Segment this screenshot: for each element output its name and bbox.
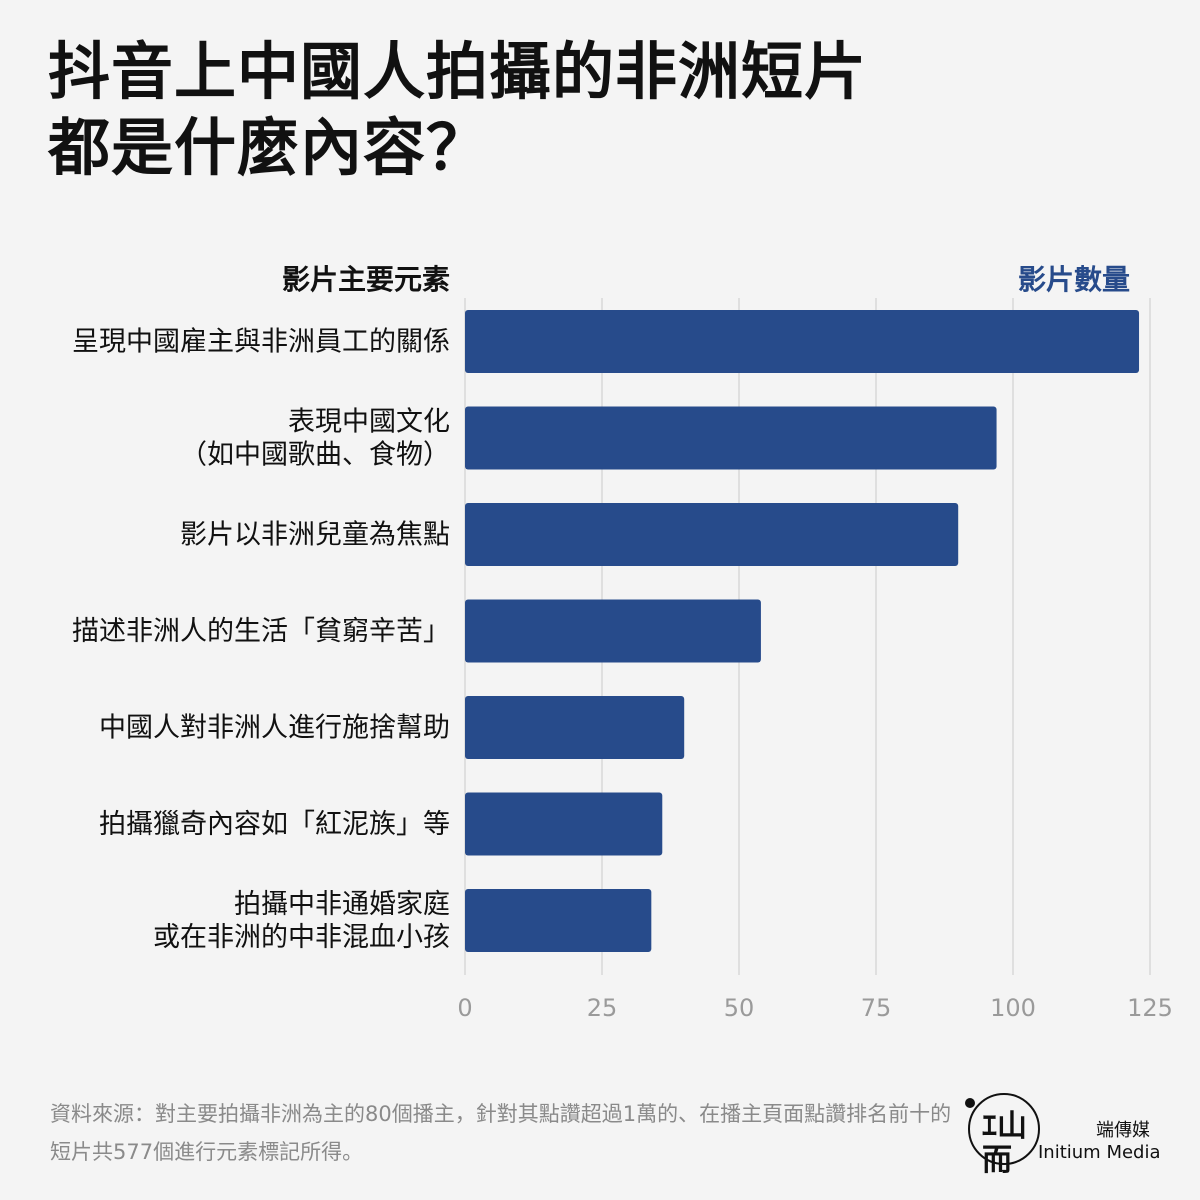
title-line-1: 抖音上中國人拍攝的非洲短片: [48, 35, 868, 108]
bar: [465, 599, 761, 663]
category-label: 拍攝獵奇內容如「紅泥族」等: [99, 809, 450, 840]
category-label: 中國人對非洲人進行施捨幫助: [99, 713, 450, 744]
category-label: （如中國歌曲、食物）: [180, 440, 450, 471]
bar: [465, 310, 1140, 373]
chart-title: 抖音上中國人拍攝的非洲短片 都是什麼內容？: [48, 34, 867, 186]
bar: [465, 792, 663, 856]
bar: [465, 696, 685, 759]
bar-chart: 0 25 50 75 100 125 呈現中國雇主與非洲員工的關係表現中國文化（如中國歌曲、…: [72, 298, 1173, 1022]
brand-name-chinese: 端傳媒: [1096, 1120, 1150, 1141]
bar: [465, 889, 652, 952]
title-line-2: 都是什麼內容？: [48, 111, 490, 184]
category-label: 或在非洲的中非混血小孩: [153, 922, 450, 953]
bar: [465, 503, 959, 566]
logo-dot: [965, 1098, 975, 1108]
category-column-header: 影片主要元素: [281, 263, 450, 296]
category-label: 描述非洲人的生活「貧窮辛苦」: [72, 616, 450, 647]
bar: [465, 406, 997, 470]
x-tick-label: 100: [990, 994, 1036, 1022]
x-tick-label: 75: [861, 994, 892, 1022]
source-note: 資料來源：對主要拍攝非洲為主的80個播主，針對其點讚超過1萬的、在播主頁面點讚排…: [50, 1102, 952, 1164]
category-label: 拍攝中非通婚家庭: [234, 889, 450, 920]
category-label: 呈現中國雇主與非洲員工的關係: [72, 327, 450, 358]
value-column-header: 影片數量: [1018, 263, 1131, 296]
category-label: 影片以非洲兒童為焦點: [180, 520, 450, 551]
x-tick-label: 125: [1127, 994, 1173, 1022]
x-tick-label: 50: [724, 994, 755, 1022]
x-tick-label: 25: [587, 994, 618, 1022]
brand-name-english: Initium Media: [1038, 1142, 1161, 1163]
logo-glyph: ｴ山而: [982, 1109, 1027, 1178]
initium-logo: ｴ山而: [965, 1093, 1040, 1178]
x-tick-label: 0: [457, 994, 472, 1022]
category-label: 表現中國文化: [288, 407, 450, 438]
